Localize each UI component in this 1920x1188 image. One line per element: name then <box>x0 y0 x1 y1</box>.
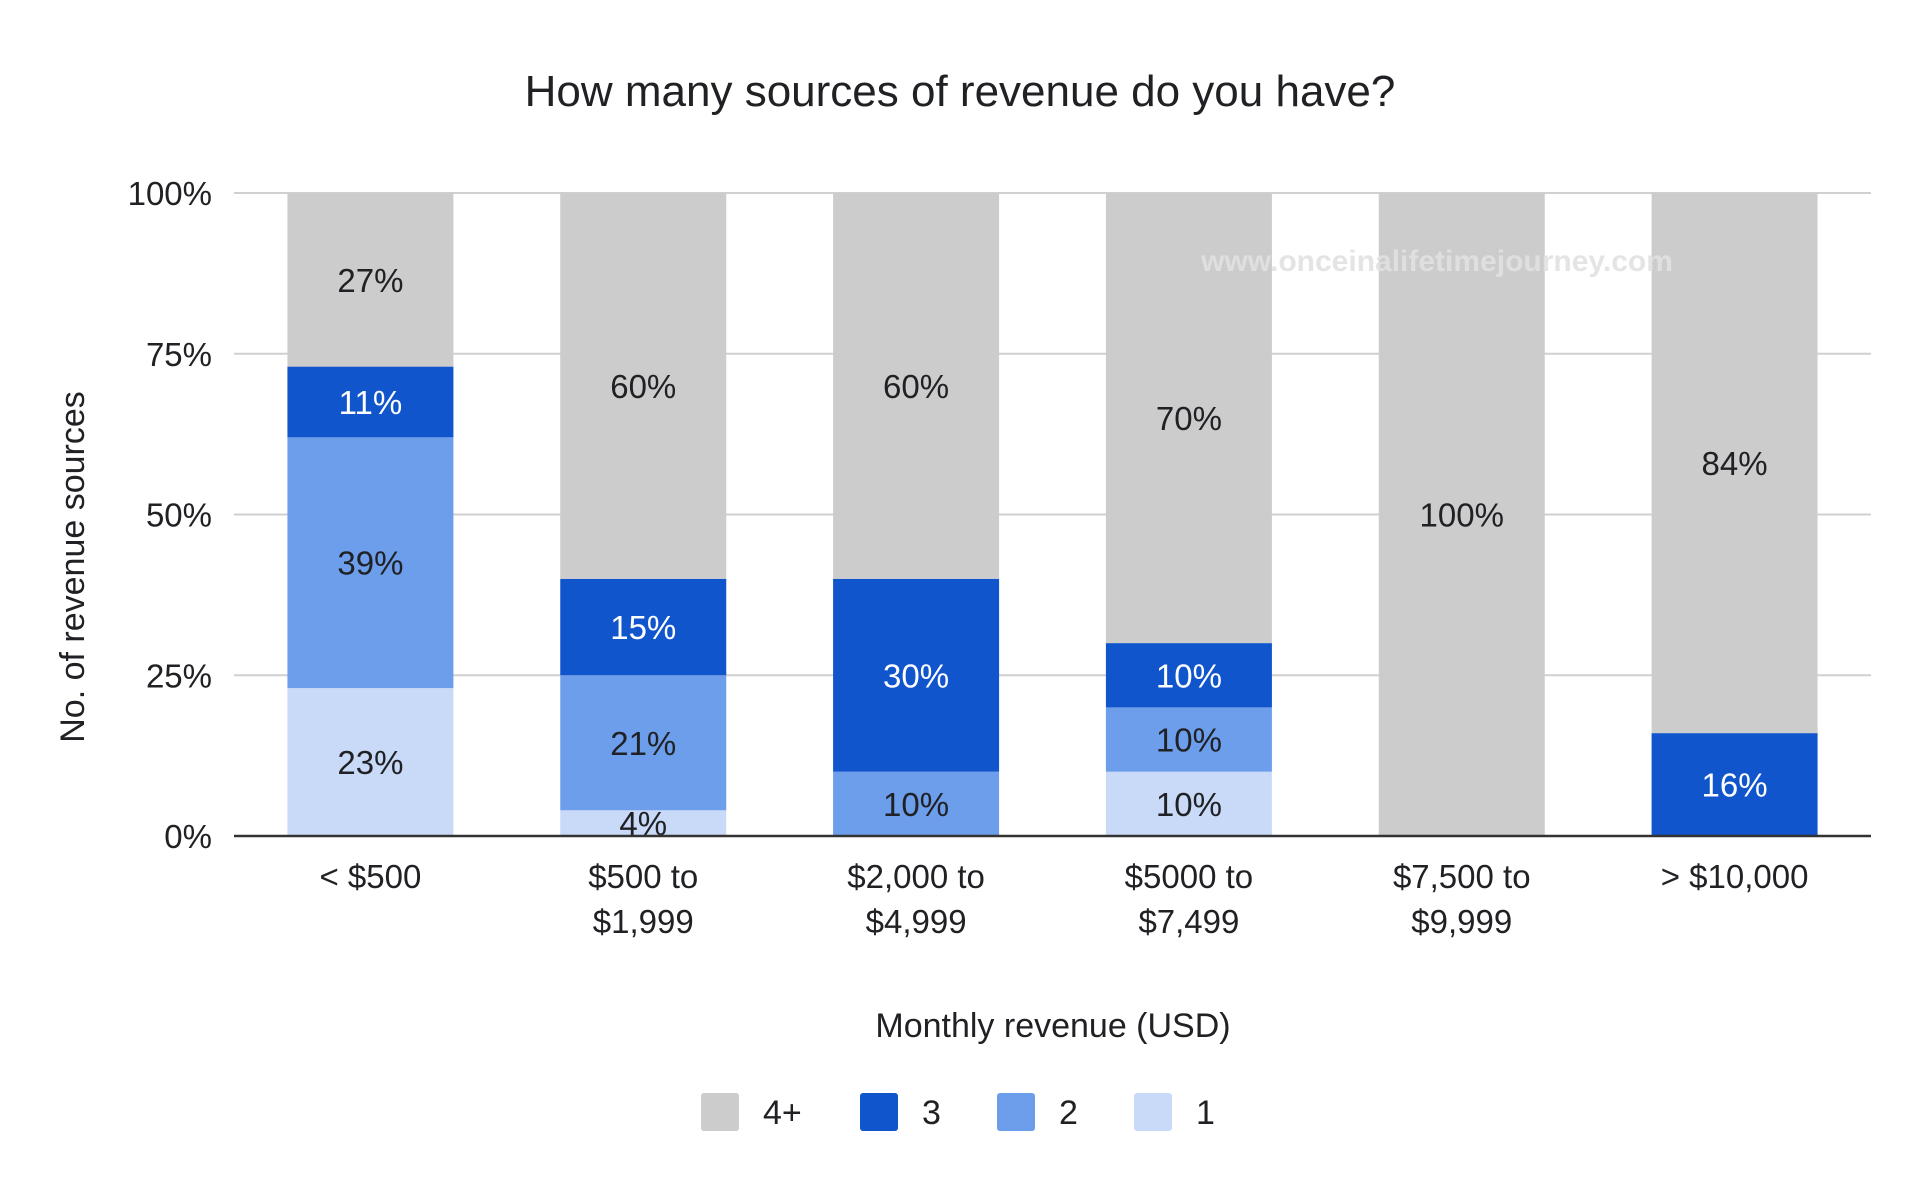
legend-item-2: 2 <box>997 1093 1078 1132</box>
bar-segment-2 <box>560 675 727 811</box>
bar-segment-2 <box>833 771 1000 836</box>
data-label: 10% <box>1156 722 1222 759</box>
y-tick-label: 75% <box>146 336 212 373</box>
x-tick-label: $500 to <box>588 858 698 895</box>
legend-label: 3 <box>922 1094 941 1132</box>
y-axis-title: No. of revenue sources <box>54 391 92 743</box>
x-tick-label: > $10,000 <box>1661 858 1809 895</box>
bar-segment-4+ <box>833 193 1000 579</box>
legend-swatch <box>1134 1093 1172 1131</box>
bar-segment-1 <box>1105 771 1272 836</box>
x-tick-label: $9,999 <box>1411 903 1512 940</box>
bar-segment-1 <box>560 810 727 836</box>
x-tick-label: $7,500 to <box>1393 858 1531 895</box>
data-label: 60% <box>883 368 949 405</box>
data-label: 10% <box>1156 786 1222 823</box>
legend-label: 1 <box>1196 1094 1215 1132</box>
bar-segment-4+ <box>560 193 727 579</box>
legend-label: 4+ <box>763 1094 802 1132</box>
x-axis-title: Monthly revenue (USD) <box>875 1007 1230 1045</box>
bar-segment-2 <box>1105 707 1272 772</box>
bar-segment-4+ <box>1105 193 1272 644</box>
bar-segment-4+ <box>1651 193 1818 734</box>
legend-item-4+: 4+ <box>701 1093 802 1132</box>
legend-item-1: 1 <box>1134 1093 1215 1132</box>
x-tick-label: $2,000 to <box>847 858 985 895</box>
bar-segment-3 <box>1651 733 1818 836</box>
y-tick-label: 100% <box>128 175 212 212</box>
x-tick-label: $5000 to <box>1125 858 1253 895</box>
watermark: www.onceinalifetimejourney.com <box>1200 245 1673 278</box>
bar-segment-3 <box>560 578 727 676</box>
data-label: 10% <box>883 786 949 823</box>
y-tick-label: 25% <box>146 657 212 694</box>
x-tick-label: $4,999 <box>866 903 967 940</box>
data-label: 70% <box>1156 400 1222 437</box>
legend-item-3: 3 <box>860 1093 941 1132</box>
bar-segment-1 <box>287 688 454 836</box>
data-label: 15% <box>610 609 676 646</box>
data-label: 27% <box>337 262 403 299</box>
data-label: 11% <box>339 384 403 421</box>
legend-swatch <box>860 1093 898 1131</box>
data-label: 16% <box>1702 767 1768 804</box>
data-label: 10% <box>1156 657 1222 694</box>
legend-swatch <box>701 1093 739 1131</box>
x-tick-label: $7,499 <box>1138 903 1239 940</box>
legend-swatch <box>997 1093 1035 1131</box>
data-label: 84% <box>1702 445 1768 482</box>
bar-segment-2 <box>287 437 454 689</box>
data-label: 21% <box>610 725 676 762</box>
y-tick-label: 50% <box>146 497 212 534</box>
bar-segment-4+ <box>1378 193 1545 836</box>
data-label: 100% <box>1420 497 1504 534</box>
bar-segment-3 <box>287 366 454 438</box>
legend-label: 2 <box>1059 1094 1078 1132</box>
data-label: 60% <box>610 368 676 405</box>
x-tick-label: < $500 <box>319 858 421 895</box>
bar-segment-4+ <box>287 193 454 367</box>
data-label: 23% <box>337 744 403 781</box>
x-tick-label: $1,999 <box>593 903 694 940</box>
bar-segment-3 <box>833 578 1000 772</box>
chart-title: How many sources of revenue do you have? <box>525 67 1396 116</box>
data-label: 39% <box>337 545 403 582</box>
bar-segment-3 <box>1105 643 1272 708</box>
y-tick-label: 0% <box>164 818 212 855</box>
data-label: 30% <box>883 657 949 694</box>
